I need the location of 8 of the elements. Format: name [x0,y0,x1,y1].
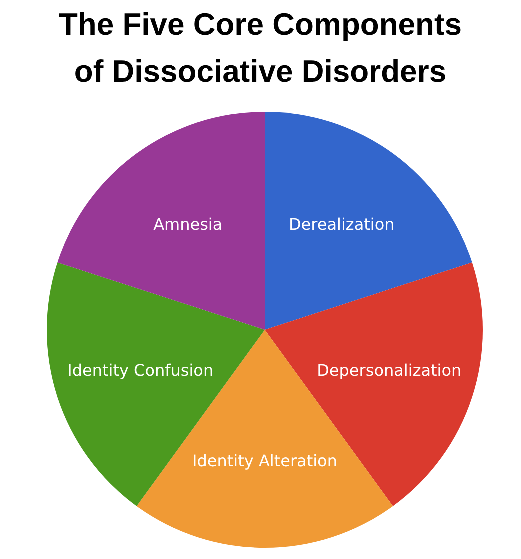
chart-title: The Five Core Components of Dissociative Disorders [58,7,462,89]
slice-label: Identity Confusion [68,361,214,380]
slice-label: Amnesia [154,214,223,234]
slice-label: Derealization [288,214,395,234]
slice-label: Depersonalization [317,361,462,380]
pie-slice [58,112,265,330]
slice-label: Identity Alteration [192,451,338,470]
pie-slice [265,112,472,330]
